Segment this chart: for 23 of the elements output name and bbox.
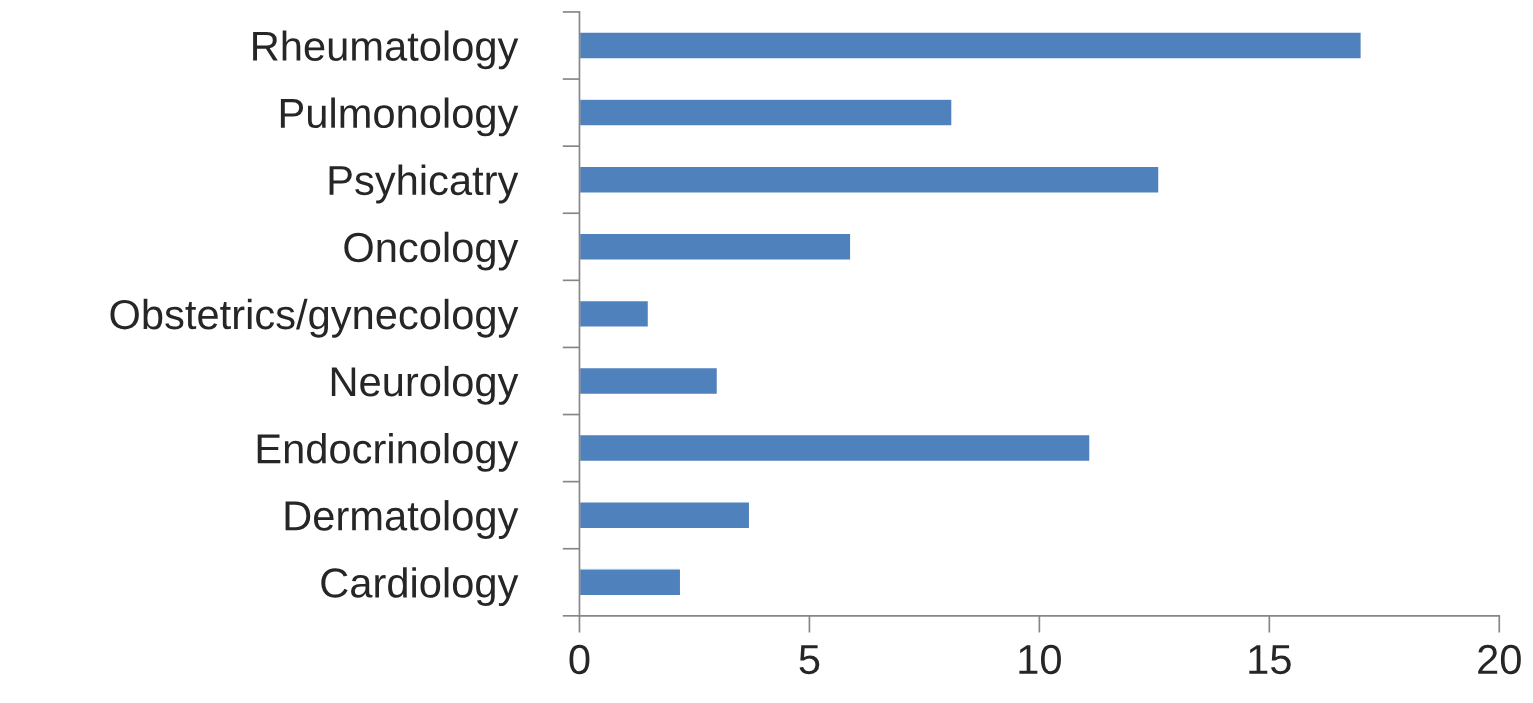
y-tick-label: Pulmonology	[280, 97, 519, 137]
x-tick-label: 15	[1249, 645, 1291, 675]
y-tick-label: Cardiology	[321, 567, 519, 607]
y-tick-label: Psyhicatry	[329, 164, 519, 204]
bar	[579, 501, 751, 530]
x-tick-label: 5	[799, 645, 820, 675]
y-tick-label: Neurology	[331, 365, 519, 405]
bar	[579, 299, 650, 329]
bar	[579, 31, 1362, 60]
x-tick-label: 10	[1019, 644, 1061, 675]
bar	[579, 568, 682, 597]
x-tick-label: 0	[569, 644, 590, 675]
bar	[579, 366, 719, 396]
y-tick-label: Rheumatology	[253, 30, 519, 70]
y-tick-label: Obstetrics/gynecology	[110, 298, 519, 338]
bar	[579, 433, 1091, 463]
y-tick-label: Dermatology	[285, 500, 519, 539]
bar	[579, 232, 852, 261]
y-tick-label: Endocrinology	[257, 432, 519, 472]
y-tick-label: Oncology	[344, 231, 519, 271]
bar	[579, 98, 953, 127]
x-tick-label: 20	[1478, 644, 1521, 675]
bar	[579, 165, 1160, 194]
